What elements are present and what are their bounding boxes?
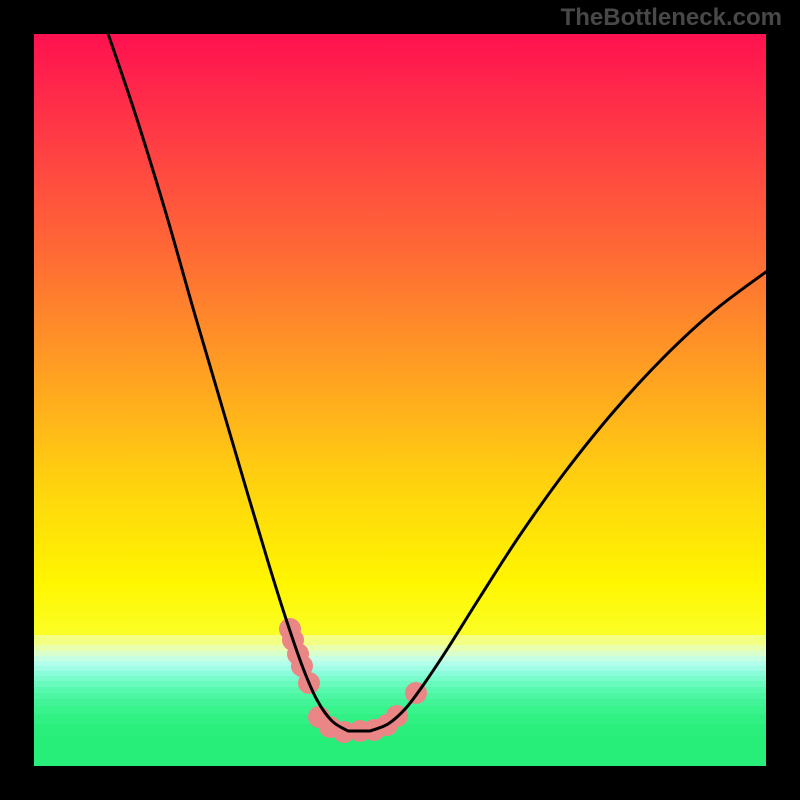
green-stripe-band — [34, 635, 766, 766]
watermark-text: TheBottleneck.com — [561, 4, 782, 32]
chart-stage: TheBottleneck.com — [0, 0, 800, 800]
